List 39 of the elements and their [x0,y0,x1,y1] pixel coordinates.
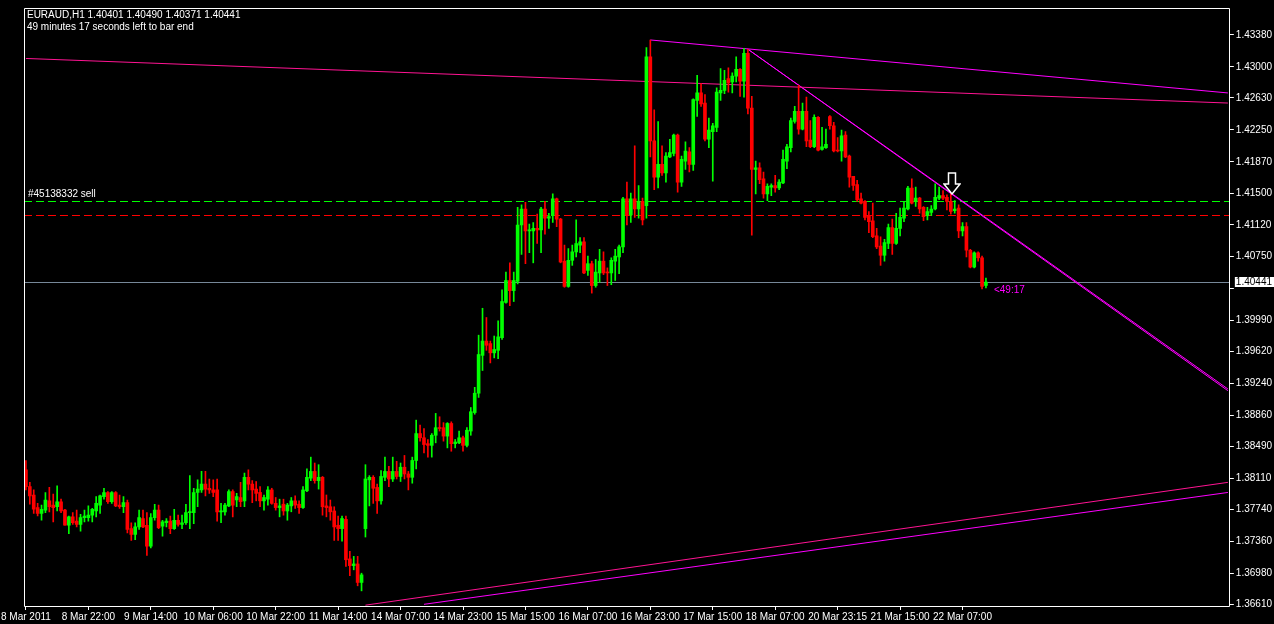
y-tick-label: 1.41500 [1235,186,1273,198]
y-tick-label: 1.40750 [1235,249,1273,261]
y-tick-label: 1.41120 [1235,218,1272,230]
chart-title: EURAUD,H1 1.40401 1.40490 1.40371 1.40441 [26,8,241,20]
y-tick-label: 1.38860 [1235,408,1273,420]
x-tick-label: 8 Mar 2011 [1,610,52,622]
x-tick-label: 22 Mar 07:00 [933,610,993,622]
y-tick-label: 1.39990 [1235,313,1273,325]
ref-line-label: 1.40441 [1235,276,1273,288]
y-tick-label: 1.39620 [1235,344,1273,356]
ref-line-label: #45138332 sell [27,188,96,200]
x-tick-label: 8 Mar 22:00 [61,610,116,622]
x-tick-label: 14 Mar 07:00 [371,610,431,622]
y-tick-label: 1.36980 [1235,566,1273,578]
y-tick-label: 1.42630 [1235,91,1273,103]
y-tick-label: 1.38110 [1235,471,1272,483]
x-tick-label: 10 Mar 06:00 [183,610,244,622]
y-tick-label: 1.42250 [1235,123,1273,135]
x-tick-label: 16 Mar 23:00 [620,610,681,622]
x-tick-label: 16 Mar 07:00 [558,610,618,622]
x-tick-label: 20 Mar 23:15 [808,610,868,622]
y-tick-label: 1.36610 [1235,598,1273,610]
y-tick-label: 1.37360 [1235,534,1273,546]
annotation: <49:17 [993,283,1026,295]
y-tick-label: 1.38490 [1235,439,1273,451]
x-tick-label: 15 Mar 15:00 [495,610,556,622]
y-tick-label: 1.37740 [1235,503,1273,515]
x-tick-label: 11 Mar 14:00 [309,610,368,622]
x-tick-label: 21 Mar 15:00 [870,610,930,622]
y-tick-label: 1.43380 [1235,28,1273,40]
x-tick-label: 18 Mar 07:00 [745,610,806,622]
x-tick-label: 17 Mar 15:00 [683,610,743,622]
text: 49 minutes 17 seconds left to bar end [26,20,194,32]
y-tick-label: 1.43000 [1235,60,1273,72]
y-tick-label: 1.39240 [1235,376,1273,388]
x-tick-label: 10 Mar 22:00 [246,610,306,622]
x-tick-label: 14 Mar 23:00 [433,610,493,622]
x-tick-label: 9 Mar 14:00 [124,610,178,622]
y-tick-label: 1.41870 [1235,155,1273,167]
